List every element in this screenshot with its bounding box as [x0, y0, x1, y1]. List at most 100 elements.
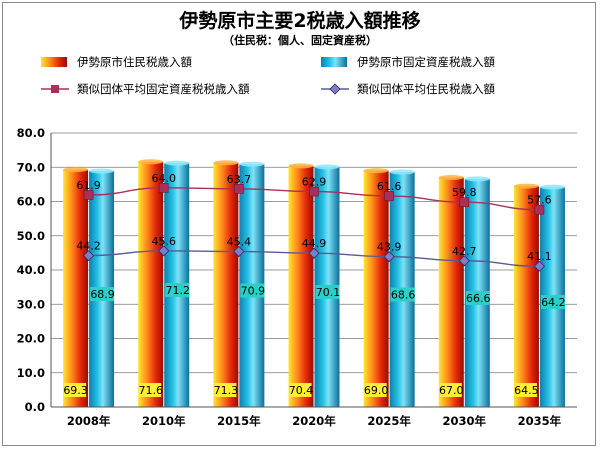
marker-diamond: [383, 251, 395, 263]
marker-square: [534, 204, 545, 215]
data-label: 61.6: [377, 180, 402, 193]
data-label: 71.2: [165, 284, 190, 297]
data-label: 42.7: [452, 245, 477, 258]
bar-住民税: [363, 170, 389, 407]
chart-svg: 伊勢原市主要2税歳入額推移 （住民税：個人、固定資産税） 伊勢原市住民税歳入額伊…: [17, 9, 577, 428]
label-box: [364, 383, 387, 397]
data-label: 66.6: [466, 292, 491, 305]
y-tick-label: 40.0: [17, 263, 45, 277]
bar-cap: [213, 160, 239, 166]
legend-label: 類似団体平均固定資産税税歳入額: [77, 82, 250, 96]
label-box: [540, 295, 565, 310]
marker-square: [309, 186, 319, 197]
label-box: [64, 383, 87, 397]
data-label: 61.9: [76, 179, 101, 192]
bar-cap: [138, 159, 164, 165]
bar-cap: [513, 183, 539, 189]
data-label: 69.3: [63, 384, 88, 397]
lines: [83, 183, 545, 272]
bar-cap: [164, 160, 190, 166]
y-tick-label: 30.0: [17, 297, 45, 311]
marker-square: [83, 190, 94, 200]
x-tick-label: 2025年: [367, 414, 411, 428]
label-box: [214, 383, 237, 397]
label-box: [240, 283, 265, 298]
marker-square: [158, 183, 169, 193]
marker-square: [384, 191, 394, 201]
data-label: 70.1: [316, 286, 341, 299]
legend-marker: [329, 83, 341, 95]
x-tick-label: 2035年: [518, 414, 562, 428]
y-tick-label: 70.0: [17, 160, 45, 174]
legend-label: 類似団体平均住民税歳入額: [357, 82, 495, 96]
legend-label: 伊勢原市住民税歳入額: [77, 55, 192, 69]
data-label: 69.0: [364, 384, 389, 397]
bar-cap: [89, 168, 115, 174]
data-label: 68.9: [90, 288, 115, 301]
legend-swatch: [41, 57, 67, 67]
bar-cap: [288, 163, 314, 169]
y-tick-label: 60.0: [17, 195, 45, 209]
marker-square: [234, 184, 244, 194]
chart-title: 伊勢原市主要2税歳入額推移: [178, 9, 420, 32]
label-box: [165, 283, 190, 298]
bar-cap: [239, 161, 265, 167]
label-box: [90, 287, 115, 302]
y-tick-label: 80.0: [17, 126, 45, 140]
data-label: 63.7: [227, 173, 252, 186]
bar-cap: [464, 176, 490, 182]
label-box: [390, 287, 415, 302]
bar-住民税: [438, 177, 464, 407]
data-label: 64.2: [541, 296, 566, 309]
label-box: [289, 383, 312, 397]
bar-住民税: [213, 162, 239, 407]
x-tick-label: 2030年: [443, 414, 487, 428]
y-tick-label: 10.0: [17, 366, 45, 380]
x-tick-label: 2008年: [67, 414, 111, 428]
data-label: 59.8: [452, 186, 477, 199]
data-label: 70.4: [289, 384, 314, 397]
data-label: 45.4: [227, 236, 252, 249]
bar-cap: [389, 169, 415, 175]
label-box: [465, 290, 490, 305]
label-box: [439, 383, 462, 397]
x-tick-label: 2015年: [217, 414, 261, 428]
bar-住民税: [513, 186, 539, 407]
data-label: 71.6: [138, 384, 163, 397]
marker-diamond: [533, 260, 545, 272]
gridlines: [51, 132, 577, 408]
marker-diamond: [233, 245, 245, 258]
data-label: 45.6: [151, 235, 176, 248]
bar-cap: [438, 175, 464, 181]
marker-diamond: [83, 250, 95, 262]
bar-cap: [539, 184, 565, 190]
bar-住民税: [138, 161, 164, 407]
bar-cap: [63, 167, 89, 173]
x-tick-label: 2010年: [142, 414, 186, 428]
x-tick-label: 2020年: [292, 414, 336, 428]
marker-square: [459, 197, 470, 207]
marker-diamond: [458, 255, 470, 267]
bar-cap: [314, 164, 340, 170]
label-box: [139, 383, 162, 397]
data-label: 41.1: [527, 250, 552, 263]
bar-cap: [363, 168, 389, 174]
bar-住民税: [63, 169, 89, 407]
legend-marker: [51, 85, 59, 93]
data-label: 57.6: [527, 194, 552, 207]
marker-diamond: [308, 247, 320, 259]
bars: [63, 159, 565, 407]
bar-住民税: [288, 165, 314, 407]
marker-diamond: [158, 245, 170, 257]
y-tick-label: 20.0: [17, 332, 45, 346]
data-label: 44.9: [302, 237, 327, 250]
data-label: 70.9: [241, 285, 266, 298]
chart-subtitle: （住民税：個人、固定資産税）: [223, 33, 377, 47]
label-box: [315, 284, 340, 299]
data-label: 64.0: [151, 172, 176, 185]
data-label: 67.0: [439, 384, 464, 397]
label-box: [514, 383, 537, 397]
data-labels: 69.3 68.9 71.6 71.2 71.3 70.9 70.4 70.1 69.0 68.6…: [63, 172, 566, 397]
data-label: 43.9: [377, 241, 402, 254]
